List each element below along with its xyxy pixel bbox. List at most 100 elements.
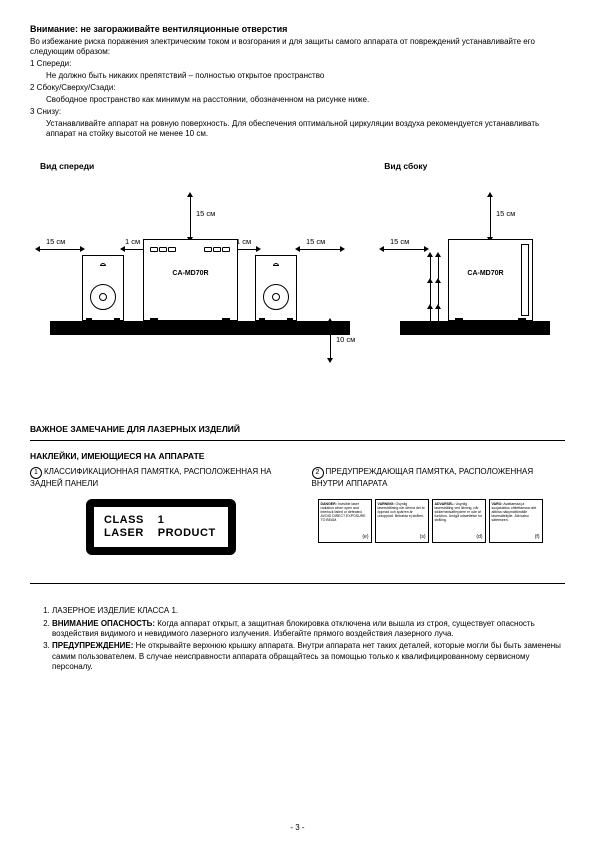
class-1-laser-text: CLASS 1 LASER PRODUCT [104,514,216,542]
plate-word: 1 [158,514,216,528]
number-badge: 2 [312,467,324,479]
model-label: CA-MD70R [144,270,237,277]
warning-sticker: VARNING: Osynlig laserstrålning när denn… [375,499,429,543]
p3-label: 3 Снизу: [30,107,565,117]
main-unit: CA-MD70R [143,239,238,321]
warning-sticker: VARO: Avattaessa ja suojalukitus ohitett… [489,499,543,543]
button-row [204,245,231,254]
plate-word: CLASS [104,514,144,528]
warning-stickers: DANGER: Invisible laser radiation when o… [318,499,566,543]
view-labels: Вид спереди Вид сбоку [30,161,565,171]
dim-right: 15 см [306,237,325,246]
airflow-arrow-icon [430,283,431,305]
top-clearance-arrow [190,197,191,237]
laser-section-title: ВАЖНОЕ ЗАМЕЧАНИЕ ДЛЯ ЛАЗЕРНЫХ ИЗДЕЛИЙ [30,424,565,434]
view-front-label: Вид спереди [40,161,94,171]
button-icon [168,247,176,252]
dim-top: 15 см [196,209,215,218]
dim-gap-left: 1 см [125,237,140,246]
right-speaker [255,255,297,321]
stand [50,321,350,335]
main-unit-side: CA-MD70R [448,239,533,321]
label-columns: 1КЛАССИФИКАЦИОННАЯ ПАМЯТКА, РАСПОЛОЖЕННА… [30,467,565,555]
foot-icon [455,318,463,321]
dim-top-side: 15 см [496,209,515,218]
p2-label: 2 Сбоку/Сверху/Сзади: [30,83,565,93]
laser-notes: ЛАЗЕРНОЕ ИЗДЕЛИЕ КЛАССА 1. ВНИМАНИЕ ОПАС… [30,606,565,672]
dim-left: 15 см [46,237,65,246]
classification-label-caption: КЛАССИФИКАЦИОННАЯ ПАМЯТКА, РАСПОЛОЖЕННАЯ… [30,467,271,488]
note-2: ВНИМАНИЕ ОПАСНОСТЬ: Когда аппарат открыт… [52,619,565,640]
divider [30,440,565,441]
front-view: 15 см 15 см 1 см 1 см 15 см [30,179,360,379]
dim-left-side: 15 см [390,237,409,246]
foot-icon [222,318,230,321]
warning-sticker: ADVARSEL: Usynlig laserstråling ved åbni… [432,499,486,543]
left-speaker [82,255,124,321]
gap-right-arrow [238,249,256,250]
view-side-label: Вид сбоку [384,161,427,171]
tweeter-icon [273,263,279,266]
note-3: ПРЕДУПРЕЖДЕНИЕ: Не открывайте верхнюю кр… [52,641,565,672]
airflow-arrow-icon [430,257,431,279]
foot-icon [114,318,120,321]
label-col-left: 1КЛАССИФИКАЦИОННАЯ ПАМЯТКА, РАСПОЛОЖЕННА… [30,467,284,555]
page-number: - 3 - [0,823,595,832]
warning-label-text: 2ПРЕДУПРЕЖДАЮЩАЯ ПАМЯТКА, РАСПОЛОЖЕННАЯ … [312,467,566,489]
foot-icon [518,318,526,321]
tweeter-icon [100,263,106,266]
foot-icon [150,318,158,321]
sticker-symbol: (d) [476,535,482,541]
button-icon [150,247,158,252]
labels-title: НАКЛЕЙКИ, ИМЕЮЩИЕСЯ НА АППАРАТЕ [30,451,565,461]
gap-left-arrow [125,249,143,250]
woofer-icon [263,284,289,310]
button-icon [213,247,221,252]
p3-body: Устанавливайте аппарат на ровную поверхн… [46,119,565,139]
front-panel-icon [521,244,529,316]
classification-label-text: 1КЛАССИФИКАЦИОННАЯ ПАМЯТКА, РАСПОЛОЖЕННА… [30,467,284,489]
note-2-bold: ВНИМАНИЕ ОПАСНОСТЬ: [52,619,155,628]
stand [400,321,550,335]
sticker-symbol: (s) [420,535,426,541]
top-clearance-arrow [490,197,491,237]
dim-gap-right: 1 см [236,237,251,246]
intro: Во избежание риска поражения электрическ… [30,37,565,57]
plate-word: PRODUCT [158,527,216,541]
number-badge: 1 [30,467,42,479]
note-1: ЛАЗЕРНОЕ ИЗДЕЛИЕ КЛАССА 1. [52,606,565,616]
warning-sticker: DANGER: Invisible laser radiation when o… [318,499,372,543]
clearance-diagrams: 15 см 15 см 1 см 1 см 15 см [30,179,565,379]
airflow-arrow-icon [438,283,439,305]
sticker-symbol: (f) [535,535,540,541]
button-icon [159,247,167,252]
right-clearance-arrow [300,249,340,250]
bottom-clearance-arrow [330,323,331,358]
button-icon [222,247,230,252]
airflow-arrow-icon [438,257,439,279]
side-view: 15 см 15 см CA-MD70R [380,179,560,379]
plate-word: LASER [104,527,144,541]
class-1-laser-plate: CLASS 1 LASER PRODUCT [86,499,236,555]
p1-body: Не должно быть никаких препятствий – пол… [46,71,565,81]
woofer-icon [90,284,116,310]
button-row [150,245,177,254]
button-icon [204,247,212,252]
label-col-right: 2ПРЕДУПРЕЖДАЮЩАЯ ПАМЯТКА, РАСПОЛОЖЕННАЯ … [312,467,566,555]
dustcap-icon [99,293,107,301]
left-clearance-arrow [40,249,80,250]
divider [30,583,565,584]
warning-label-caption: ПРЕДУПРЕЖДАЮЩАЯ ПАМЯТКА, РАСПОЛОЖЕННАЯ В… [312,467,534,488]
airflow-arrow-icon [430,309,431,331]
attention-title: Внимание: не загораживайте вентиляционны… [30,24,565,35]
dim-bottom: 10 см [336,335,355,344]
airflow-arrow-icon [438,309,439,331]
dustcap-icon [272,293,280,301]
p2-body: Свободное пространство как минимум на ра… [46,95,565,105]
foot-icon [86,318,92,321]
foot-icon [259,318,265,321]
note-3-bold: ПРЕДУПРЕЖДЕНИЕ: [52,641,133,650]
left-clearance-arrow [384,249,424,250]
sticker-symbol: (e) [362,535,368,541]
page: Внимание: не загораживайте вентиляционны… [0,0,595,842]
